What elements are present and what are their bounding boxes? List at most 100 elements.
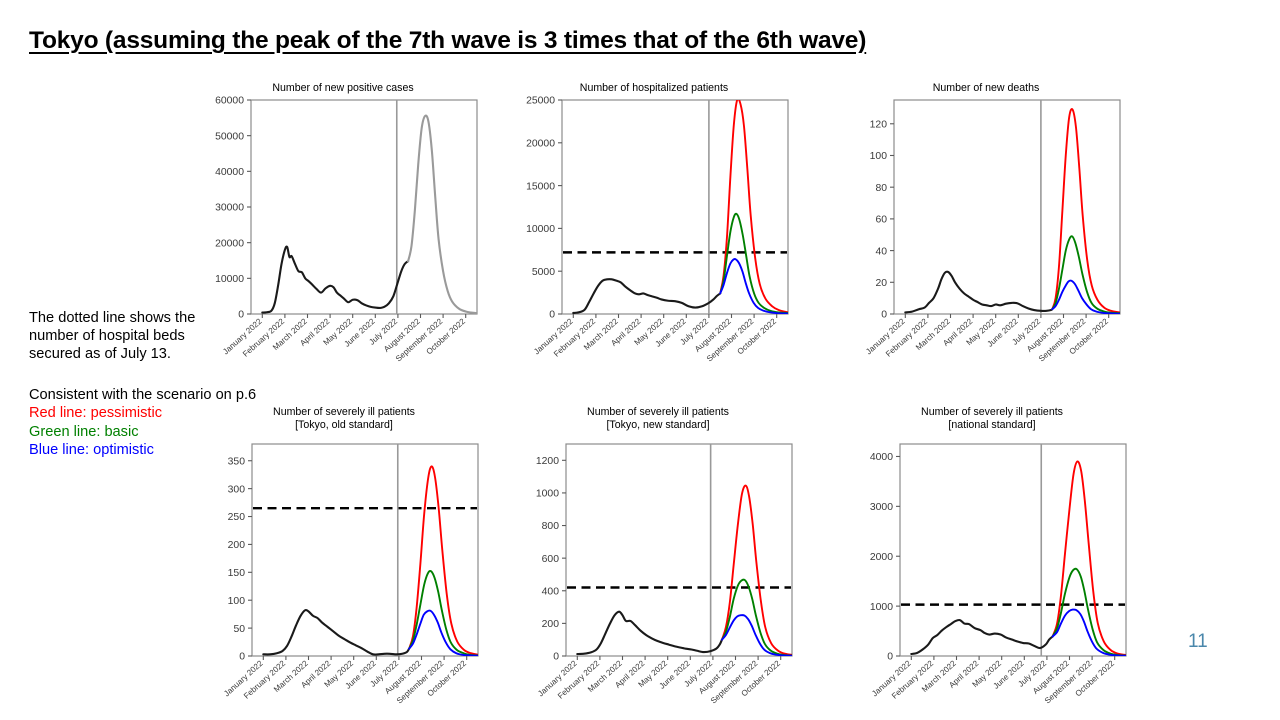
chart-title-line2: [Tokyo, old standard] xyxy=(295,418,393,431)
legend-basic: Green line: basic xyxy=(29,423,139,440)
y-tick-label: 1000 xyxy=(536,489,559,500)
y-tick-label: 0 xyxy=(887,652,893,663)
series-group xyxy=(261,114,477,314)
y-tick-label: 10000 xyxy=(215,274,244,285)
page-title: Tokyo (assuming the peak of the 7th wave… xyxy=(29,27,867,54)
chart-panel-severely-ill-tokyo-old: Number of severely ill patients [Tokyo, o… xyxy=(198,406,490,706)
y-tick-label: 1200 xyxy=(536,456,559,467)
scenario-heading: Consistent with the scenario on p.6 xyxy=(29,387,257,403)
series-group xyxy=(262,465,478,656)
series-pessimistic xyxy=(408,465,478,656)
y-tick-label: 250 xyxy=(228,512,246,523)
series-pessimistic xyxy=(720,484,792,656)
series-forecast xyxy=(407,114,477,314)
series-basic xyxy=(408,569,478,656)
y-tick-label: 80 xyxy=(875,183,887,194)
series-pessimistic xyxy=(1051,460,1126,656)
chart-title-line1: Number of severely ill patients xyxy=(921,406,1063,418)
dotted-line-note: The dotted line shows the number of hosp… xyxy=(29,310,196,363)
y-tick-label: 400 xyxy=(542,586,560,597)
chart-title-severely-ill-national: Number of severely ill patients [national… xyxy=(846,406,1138,431)
page-number: 11 xyxy=(1188,631,1208,652)
series-group xyxy=(904,108,1120,314)
y-tick-label: 50 xyxy=(233,624,245,635)
series-optimistic xyxy=(720,614,792,656)
series-observed xyxy=(572,278,722,314)
y-tick-label: 600 xyxy=(542,554,560,565)
chart-title-line2: [national standard] xyxy=(948,418,1036,431)
plot-frame xyxy=(893,99,1121,315)
y-tick-label: 0 xyxy=(239,652,245,663)
y-tick-label: 15000 xyxy=(526,181,555,192)
chart-title-new-deaths: Number of new deaths xyxy=(840,82,1132,95)
y-tick-label: 20000 xyxy=(215,238,244,249)
y-tick-label: 800 xyxy=(542,521,560,532)
y-tick-label: 120 xyxy=(870,119,888,130)
series-pessimistic xyxy=(719,100,788,314)
series-observed xyxy=(262,608,411,656)
plot-frame xyxy=(250,99,478,315)
chart-panel-hospitalized-patients: Number of hospitalized patients 0 5000 1000… xyxy=(508,82,800,372)
series-pessimistic xyxy=(1051,108,1120,314)
chart-title-line1: Number of severely ill patients xyxy=(587,406,729,418)
plot-frame xyxy=(561,99,789,315)
scenario-legend: Consistent with the scenario on p.6 Red … xyxy=(29,386,289,459)
series-observed xyxy=(576,610,723,656)
series-basic xyxy=(1051,567,1126,656)
y-tick-label: 1000 xyxy=(870,602,893,613)
chart-panel-severely-ill-national: Number of severely ill patients [national… xyxy=(846,406,1138,706)
y-tick-label: 300 xyxy=(228,484,246,495)
chart-title-line1: Number of new deaths xyxy=(932,82,1040,94)
y-tick-label: 40 xyxy=(875,246,887,257)
y-tick-label: 200 xyxy=(542,619,560,630)
chart-title-new-positive-cases: Number of new positive cases xyxy=(197,82,489,95)
y-tick-label: 25000 xyxy=(526,96,555,107)
series-optimistic xyxy=(719,258,788,314)
y-tick-label: 20000 xyxy=(526,139,555,150)
series-basic xyxy=(719,212,788,314)
chart-title-line1: Number of hospitalized patients xyxy=(579,82,729,94)
chart-title-line2: [Tokyo, new standard] xyxy=(606,418,710,431)
y-tick-label: 0 xyxy=(238,310,244,321)
y-tick-label: 3000 xyxy=(870,502,893,513)
y-tick-label: 10000 xyxy=(526,224,555,235)
legend-optimistic: Blue line: optimistic xyxy=(29,441,154,458)
chart-title-line1: Number of severely ill patients xyxy=(273,406,415,418)
y-tick-label: 100 xyxy=(228,596,246,607)
y-tick-label: 20 xyxy=(875,278,887,289)
series-optimistic xyxy=(1051,608,1126,656)
series-basic xyxy=(1051,235,1120,314)
chart-panel-new-deaths: Number of new deaths 0 20 40 60 80 100 120 Janua… xyxy=(840,82,1132,372)
y-tick-label: 100 xyxy=(870,151,888,162)
y-tick-label: 50000 xyxy=(215,131,244,142)
y-tick-label: 150 xyxy=(228,568,246,579)
chart-panel-severely-ill-tokyo-new: Number of severely ill patients [Tokyo, n… xyxy=(512,406,804,706)
y-tick-label: 0 xyxy=(881,310,887,321)
y-tick-label: 60 xyxy=(875,215,887,226)
chart-title-line1: Number of new positive cases xyxy=(272,82,414,94)
chart-title-severely-ill-tokyo-new: Number of severely ill patients [Tokyo, n… xyxy=(512,406,804,431)
series-optimistic xyxy=(408,609,478,656)
series-optimistic xyxy=(1051,279,1120,314)
series-group xyxy=(572,100,788,314)
plot-frame xyxy=(251,443,479,657)
y-tick-label: 0 xyxy=(549,310,555,321)
series-group xyxy=(910,460,1126,656)
chart-title-hospitalized-patients: Number of hospitalized patients xyxy=(508,82,800,95)
chart-panel-new-positive-cases: Number of new positive cases 0 10000 20000 3… xyxy=(197,82,489,372)
y-tick-label: 4000 xyxy=(870,452,893,463)
legend-pessimistic: Red line: pessimistic xyxy=(29,405,163,422)
y-tick-label: 200 xyxy=(228,540,246,551)
y-tick-label: 0 xyxy=(553,652,559,663)
y-tick-label: 40000 xyxy=(215,167,244,178)
series-observed xyxy=(904,270,1054,314)
series-observed xyxy=(910,618,1054,656)
y-tick-label: 60000 xyxy=(215,96,244,107)
series-observed xyxy=(261,245,410,314)
